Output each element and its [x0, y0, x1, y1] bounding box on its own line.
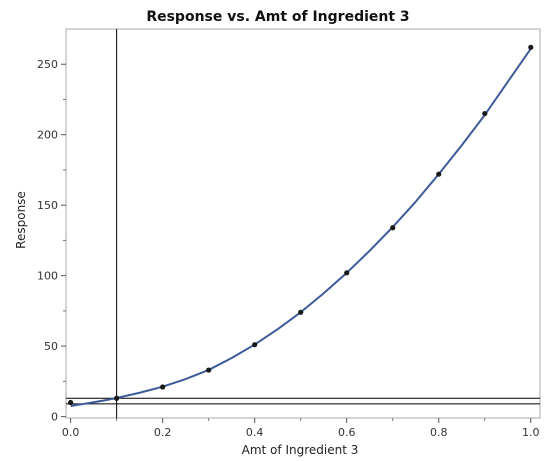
y-tick-label-1: 50: [44, 340, 58, 353]
y-tick-label-4: 200: [37, 129, 58, 142]
chart-title: Response vs. Amt of Ingredient 3: [146, 9, 409, 25]
data-points: [68, 44, 534, 406]
x-axis: 0.0 0.2 0.4 0.6 0.8 1.0: [62, 418, 540, 439]
data-point-5: [298, 309, 304, 315]
fit-curve: [70, 48, 532, 408]
data-point-9: [482, 110, 488, 117]
data-point-3: [206, 367, 212, 373]
data-point-6: [344, 270, 350, 276]
data-point-4: [252, 342, 258, 348]
data-point-7: [390, 225, 396, 231]
x-tick-label-4: 0.8: [430, 426, 448, 439]
y-tick-label-2: 100: [37, 270, 58, 283]
x-tick-label-5: 1.0: [522, 426, 540, 439]
y-tick-label-5: 250: [37, 58, 58, 71]
data-point-0: [68, 399, 74, 406]
x-axis-label: Amt of Ingredient 3: [242, 443, 359, 457]
x-tick-label-0: 0.0: [62, 426, 80, 439]
x-tick-label-1: 0.2: [154, 426, 172, 439]
data-point-8: [436, 171, 442, 177]
data-point-10: [528, 44, 534, 50]
reference-lines: [66, 29, 540, 418]
y-axis-label: Response: [14, 191, 28, 249]
plot-frame: [65, 28, 541, 419]
x-tick-label-3: 0.6: [338, 426, 356, 439]
y-tick-label-3: 150: [37, 199, 58, 212]
y-axis: 0 50 100 150 200 250: [37, 58, 66, 424]
y-tick-label-0: 0: [51, 411, 58, 424]
data-point-2: [160, 384, 166, 390]
data-point-1: [114, 395, 120, 401]
x-tick-label-2: 0.4: [246, 426, 264, 439]
